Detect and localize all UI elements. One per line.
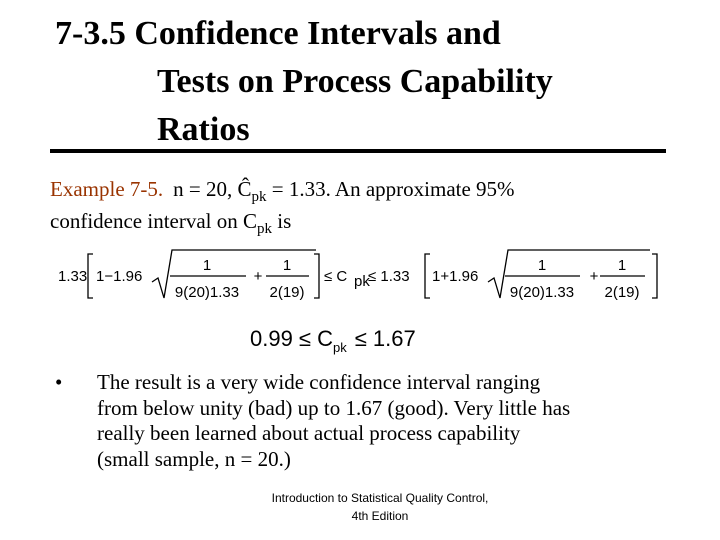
footer: 4th Edition — [352, 509, 409, 523]
result: 0.99 ≤ Cpk ≤ 1.67 — [250, 326, 416, 355]
formula-text: 2(19) — [604, 284, 639, 301]
title-line: Tests on Process Capability — [157, 63, 553, 100]
subscript: pk — [252, 189, 268, 205]
example-line: confidence interval on Cpk is — [50, 209, 291, 237]
formula-text: ≤ 1.33 — [368, 268, 410, 285]
result-text: ≤ 1.67 — [355, 326, 416, 351]
paragraph-line: really been learned about actual process… — [97, 421, 521, 445]
formula-text: 1 — [203, 257, 211, 274]
example-text: n = 20, Ĉ — [173, 177, 251, 201]
formula-text: 1 — [283, 257, 291, 274]
example-line: Example 7-5. n = 20, Ĉpk = 1.33. An appro… — [50, 177, 515, 205]
formula-text: 1+1.96 — [432, 268, 478, 285]
bracket — [87, 253, 93, 299]
formula-text: 1 — [538, 257, 546, 274]
subscript: pk — [333, 340, 347, 355]
formula-text: ≤ C — [324, 268, 347, 285]
paragraph-line: The result is a very wide confidence int… — [97, 370, 541, 394]
bracket — [314, 253, 320, 299]
formula-text: + — [254, 268, 263, 285]
formula-text: 1.33 — [58, 268, 87, 285]
formula-text: 9(20)1.33 — [510, 284, 574, 301]
paragraph-line: (small sample, n = 20.) — [97, 447, 291, 471]
bullet: • — [55, 370, 62, 394]
radical — [487, 249, 650, 299]
example-text: is — [272, 209, 291, 233]
radical — [151, 249, 316, 299]
formula-text: 2(19) — [269, 284, 304, 301]
formula-text: 1 — [618, 257, 626, 274]
title-line: 7-3.5 Confidence Intervals and — [55, 15, 501, 52]
bracket — [424, 253, 430, 299]
result-text: 0.99 ≤ C — [250, 326, 333, 351]
footer: Introduction to Statistical Quality Cont… — [272, 491, 489, 505]
formula-text: 9(20)1.33 — [175, 284, 239, 301]
formula-text: 1−1.96 — [96, 268, 142, 285]
example-text: confidence interval on C — [50, 209, 257, 233]
bracket — [652, 253, 658, 299]
subscript: pk — [354, 273, 370, 290]
title-line: Ratios — [157, 111, 250, 148]
paragraph-line: from below unity (bad) up to 1.67 (good)… — [97, 396, 570, 420]
subscript: pk — [257, 221, 273, 237]
formula: 1.33 1−1.96 1 9(20)1.33 + 1 2(19) ≤ C pk… — [58, 249, 658, 301]
example-text: = 1.33. An approximate 95% — [267, 177, 515, 201]
example-label: Example 7-5. — [50, 177, 163, 201]
formula-text: + — [590, 268, 599, 285]
